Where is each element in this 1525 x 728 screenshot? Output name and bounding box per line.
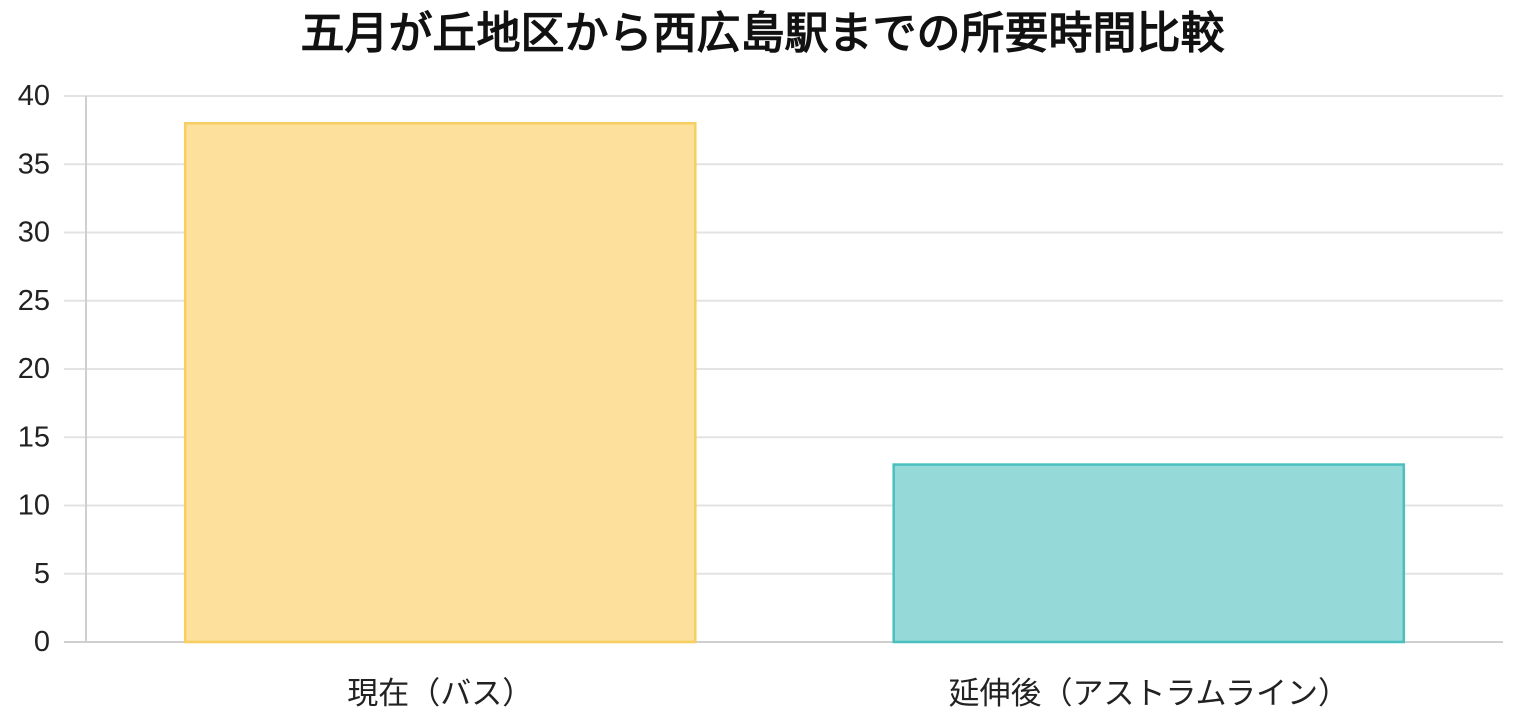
bars [183, 122, 1406, 644]
y-tick-label: 15 [18, 421, 50, 453]
bar-extended-astram [892, 463, 1406, 644]
y-tick-label: 40 [18, 80, 50, 112]
y-tick-label: 30 [18, 217, 50, 249]
y-tick-label: 0 [34, 626, 50, 658]
y-tick-label: 10 [18, 490, 50, 522]
y-tick-label: 5 [34, 558, 50, 590]
y-tick-labels: 0 5 10 15 20 25 30 35 40 [18, 80, 50, 658]
y-tick-label: 35 [18, 148, 50, 180]
y-tick-label: 20 [18, 353, 50, 385]
chart-title: 五月が丘地区から西広島駅までの所要時間比較 [300, 8, 1225, 59]
x-category-label: 延伸後（アストラムライン） [948, 676, 1349, 712]
y-tick-label: 25 [18, 285, 50, 317]
x-category-label: 現在（バス） [347, 676, 533, 712]
bar-current-bus [183, 122, 697, 644]
x-category-labels: 現在（バス） 延伸後（アストラムライン） [347, 676, 1349, 712]
